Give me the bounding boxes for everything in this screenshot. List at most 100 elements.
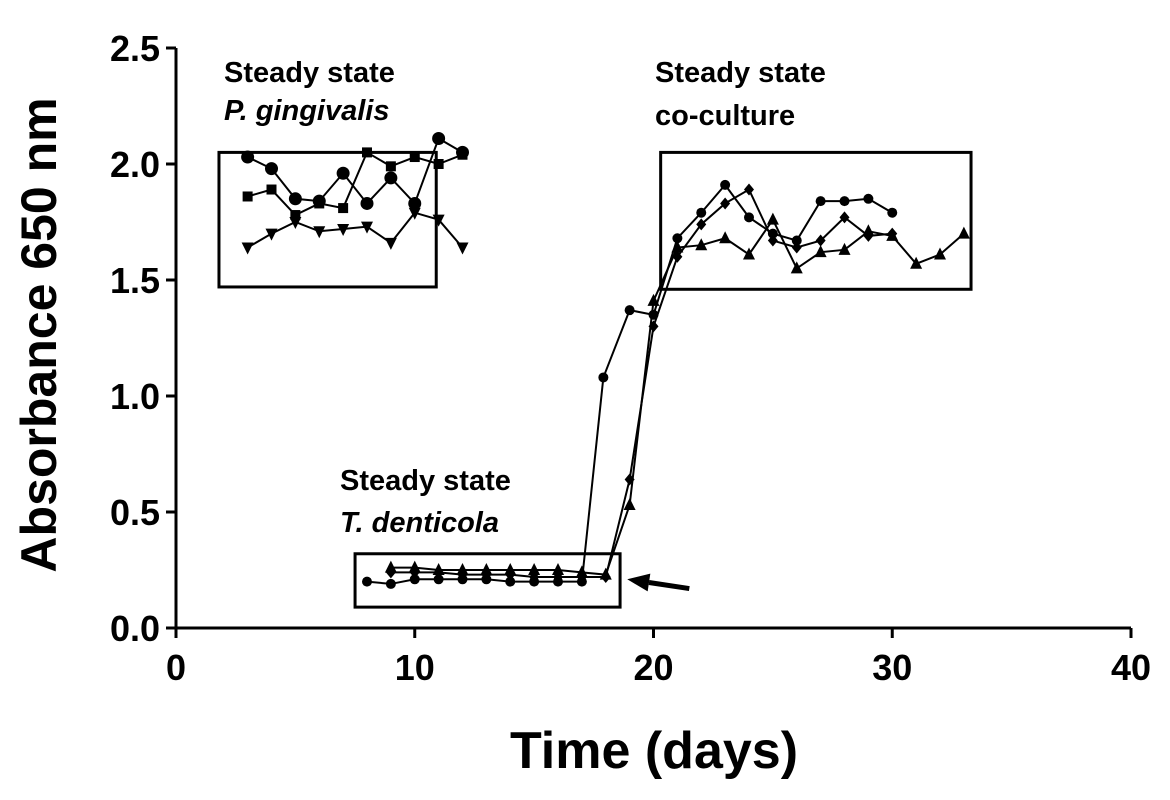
y-axis-title: Absorbance 650 nm <box>11 97 67 572</box>
marker-triangle-down <box>337 223 350 236</box>
annotation-box <box>659 150 973 291</box>
marker-triangle-up <box>695 238 708 251</box>
x-tick-label: 20 <box>633 647 673 688</box>
marker-triangle-up <box>432 563 445 575</box>
marker-circle <box>362 576 372 587</box>
marker-circle <box>839 196 850 207</box>
marker-triangle-up <box>575 565 588 578</box>
marker-circle <box>791 235 802 246</box>
marker-triangle-up <box>719 231 732 244</box>
series-triangle-up <box>384 212 970 580</box>
y-tick-label: 2.0 <box>110 144 160 185</box>
marker-triangle-down <box>361 221 373 234</box>
marker-triangle-up <box>766 212 779 225</box>
marker-circle <box>409 574 420 585</box>
annotation-td-line2: T. denticola <box>340 507 499 539</box>
series-line <box>247 150 463 217</box>
marker-triangle-up <box>384 560 397 573</box>
marker-square <box>385 161 396 172</box>
marker-triangle-down <box>456 242 469 255</box>
marker-triangle-up <box>790 261 803 274</box>
marker-triangle-up <box>480 563 493 575</box>
marker-circle <box>384 171 398 185</box>
marker-triangle-up <box>886 228 899 241</box>
marker-triangle-up <box>743 247 755 260</box>
y-tick-label: 1.0 <box>110 376 160 417</box>
marker-circle <box>433 574 444 585</box>
marker-circle <box>815 196 826 207</box>
y-tick-label: 0.0 <box>110 608 160 649</box>
marker-circle <box>720 179 731 190</box>
axes: 0 10 20 30 40 0.0 0.5 1.0 1.5 2.0 2.5 <box>110 28 1151 688</box>
annotation-td-line1: Steady state <box>340 465 511 497</box>
marker-square <box>338 203 349 214</box>
marker-triangle-down <box>313 226 326 239</box>
x-tick-label: 40 <box>1111 647 1151 688</box>
marker-square <box>409 152 420 163</box>
marker-triangle-down <box>408 207 421 220</box>
series-line <box>247 211 464 249</box>
x-tick-label: 30 <box>872 647 912 688</box>
marker-circle <box>696 207 707 218</box>
y-tick-label: 1.5 <box>110 260 160 301</box>
marker-diamond <box>767 234 778 247</box>
marker-square <box>433 159 444 169</box>
marker-triangle-down <box>384 237 397 250</box>
marker-diamond <box>696 218 707 231</box>
marker-diamond <box>839 211 850 224</box>
marker-triangle-up <box>838 242 851 255</box>
marker-circle <box>265 162 278 176</box>
marker-triangle-down <box>241 242 254 255</box>
marker-circle <box>241 150 255 164</box>
annotation-coculture-line2: co-culture <box>655 100 795 132</box>
annotation-box <box>353 552 622 609</box>
marker-circle <box>288 192 302 206</box>
marker-circle <box>336 166 350 180</box>
x-tick-label: 10 <box>395 647 435 688</box>
marker-triangle-up <box>814 245 827 258</box>
marker-triangle-up <box>599 567 612 580</box>
annotation-coculture-line1: Steady state <box>655 57 826 89</box>
series-group <box>241 131 970 592</box>
series-square <box>242 147 468 221</box>
marker-circle <box>432 131 446 145</box>
marker-circle <box>863 193 874 204</box>
marker-square <box>362 147 372 158</box>
marker-triangle-up <box>456 563 469 575</box>
marker-circle <box>744 212 754 223</box>
marker-square <box>457 149 468 160</box>
marker-circle <box>385 578 396 589</box>
arrow-shaft <box>648 580 690 592</box>
x-axis-title: Time (days) <box>510 722 798 780</box>
arrow-head <box>627 573 651 592</box>
marker-circle <box>408 196 422 210</box>
marker-diamond <box>815 234 826 247</box>
marker-triangle-up <box>862 224 875 237</box>
annotation-box <box>217 150 438 289</box>
annotation-boxes <box>217 150 973 609</box>
y-tick-label: 2.5 <box>110 28 160 69</box>
marker-circle <box>672 233 683 244</box>
marker-diamond <box>720 197 731 210</box>
marker-square <box>290 210 301 221</box>
marker-triangle-up <box>671 240 684 253</box>
marker-triangle-up <box>934 247 946 260</box>
marker-circle <box>887 207 898 218</box>
annotation-pg-line1: Steady state <box>224 57 395 89</box>
marker-triangle-up <box>552 563 564 575</box>
marker-square <box>314 198 325 209</box>
marker-triangle-up <box>647 293 660 306</box>
marker-triangle-up <box>528 563 541 575</box>
labels: Time (days) Absorbance 650 nm Steady sta… <box>11 57 826 780</box>
marker-triangle-down <box>432 214 445 227</box>
marker-triangle-up <box>957 226 970 239</box>
marker-triangle-down <box>265 228 278 241</box>
marker-triangle-down <box>289 217 302 229</box>
marker-diamond <box>791 241 802 254</box>
marker-triangle-up <box>504 563 517 575</box>
marker-square <box>266 184 277 195</box>
marker-circle <box>598 372 609 383</box>
marker-circle <box>624 305 635 316</box>
series-line <box>247 137 464 206</box>
